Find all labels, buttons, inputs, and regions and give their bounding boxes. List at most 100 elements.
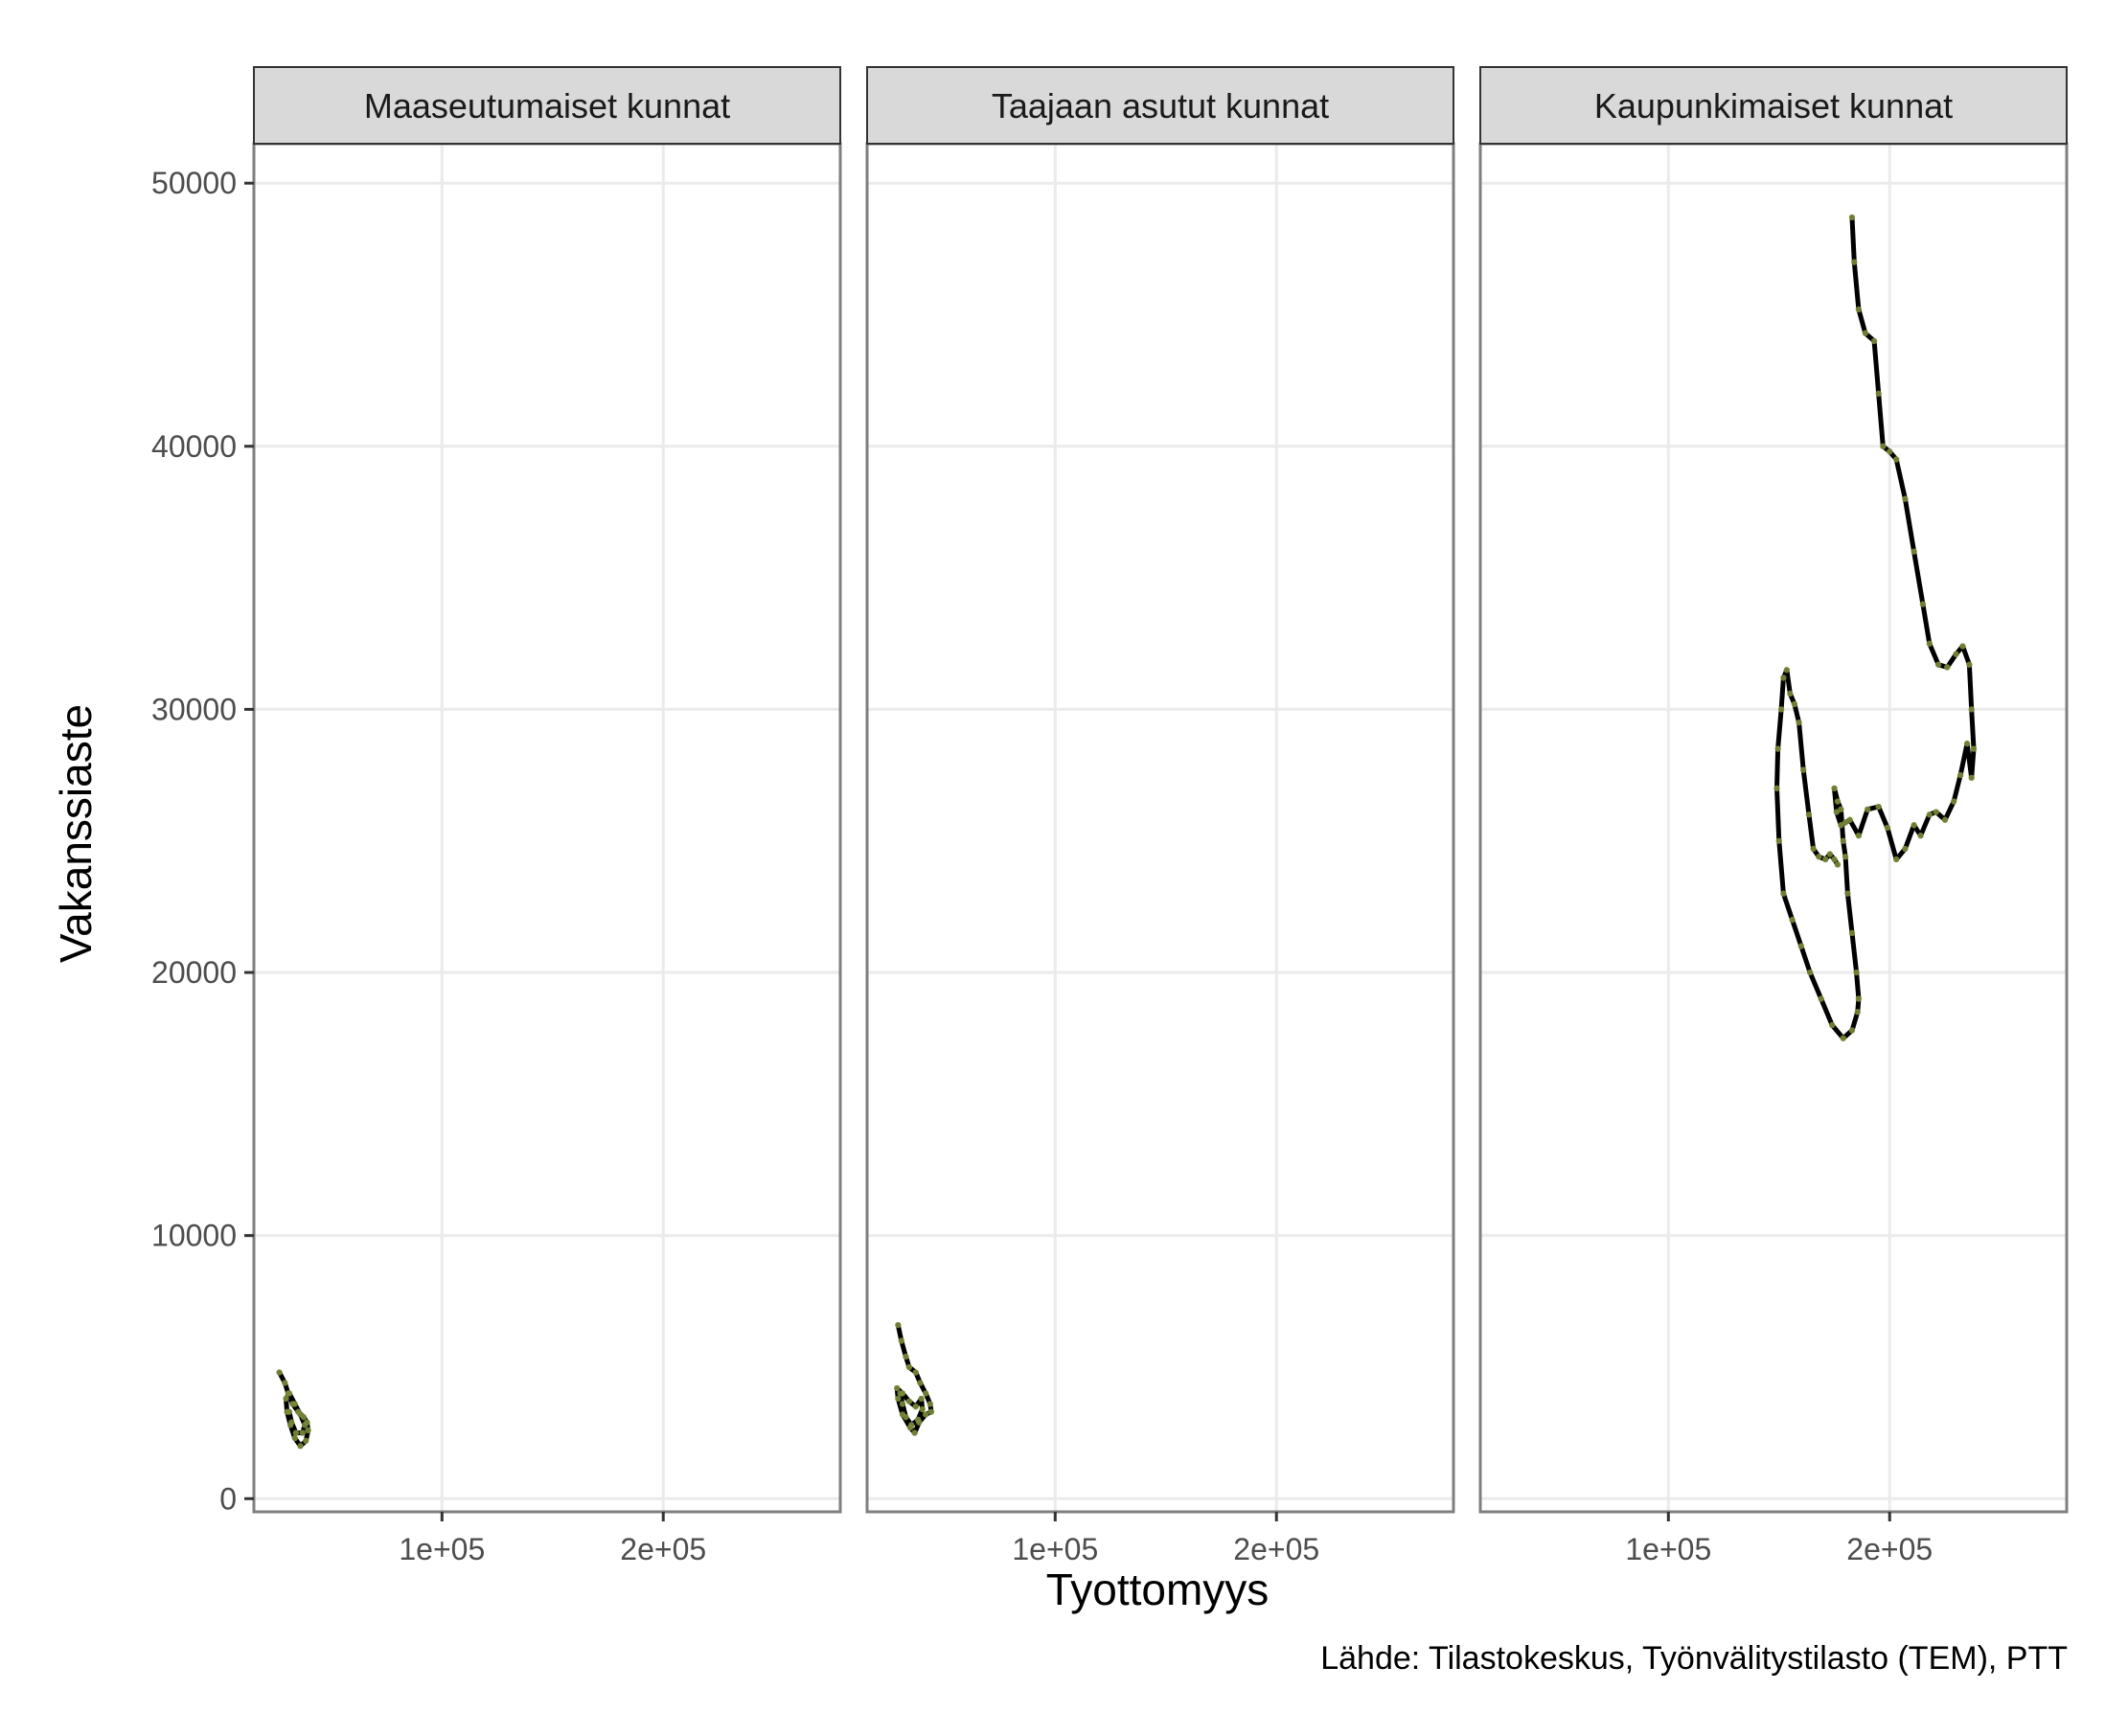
data-point <box>1816 854 1822 860</box>
data-point <box>1902 495 1909 502</box>
data-point <box>286 1408 293 1415</box>
x-tick-label: 2e+05 <box>1846 1532 1933 1566</box>
data-point <box>1911 548 1917 555</box>
x-tick-label: 1e+05 <box>1625 1532 1711 1566</box>
data-point <box>1951 798 1957 805</box>
panel-title: Maaseutumaiset kunnat <box>364 86 730 126</box>
y-tick-label: 50000 <box>151 166 237 200</box>
data-point <box>1919 601 1927 607</box>
data-point <box>1934 661 1942 668</box>
data-point <box>912 1403 920 1410</box>
data-point <box>1773 785 1780 792</box>
data-point <box>1944 664 1951 671</box>
data-point <box>1933 809 1939 815</box>
data-point <box>1834 798 1842 805</box>
series-path <box>277 1370 311 1449</box>
data-point <box>1831 785 1838 792</box>
data-point <box>282 1380 288 1386</box>
data-point <box>297 1443 304 1450</box>
data-point <box>1892 456 1900 463</box>
data-point <box>1855 833 1863 839</box>
data-point <box>1862 330 1869 336</box>
data-point <box>1926 640 1934 647</box>
data-point <box>1834 861 1842 868</box>
data-point <box>1840 1035 1846 1041</box>
data-point <box>1875 803 1882 811</box>
data-point <box>1880 443 1887 450</box>
data-point <box>1968 774 1975 782</box>
data-point <box>905 1363 913 1371</box>
data-point <box>305 1427 311 1434</box>
y-tick-label: 40000 <box>151 429 237 464</box>
data-point <box>283 1395 289 1403</box>
y-tick-label: 10000 <box>151 1219 237 1253</box>
y-axis: 0 10000 20000 30000 40000 50000 <box>151 166 254 1516</box>
data-point <box>1963 740 1971 747</box>
y-tick-label: 20000 <box>151 955 237 990</box>
data-point <box>923 1411 929 1418</box>
data-point <box>1838 822 1844 829</box>
data-point <box>1799 766 1807 773</box>
data-point <box>1851 259 1858 265</box>
data-point <box>1842 854 1849 860</box>
panel-title: Kaupunkimaiset kunnat <box>1594 86 1953 126</box>
y-axis-title: Vakanssiaste <box>51 704 101 963</box>
data-point <box>292 1429 300 1436</box>
data-point <box>1970 745 1978 752</box>
data-point <box>1864 806 1871 812</box>
data-point <box>291 1401 298 1407</box>
data-point <box>927 1408 935 1415</box>
data-point <box>1887 448 1893 455</box>
data-point <box>1941 816 1949 823</box>
data-point <box>898 1337 904 1344</box>
data-point <box>1777 706 1785 713</box>
data-point <box>1806 969 1814 976</box>
data-point <box>907 1422 915 1428</box>
data-point <box>1926 811 1934 818</box>
y-tick-label: 30000 <box>151 692 237 726</box>
data-point <box>1892 856 1900 863</box>
data-point <box>303 1437 309 1445</box>
panel-3: Kaupunkimaiset kunnat 1e+05 2e+05 <box>1478 66 2069 1566</box>
data-point <box>927 1401 934 1407</box>
data-point <box>1854 1009 1861 1016</box>
y-tick-label: 0 <box>219 1481 237 1516</box>
data-point <box>1840 837 1846 844</box>
data-point <box>1774 745 1781 752</box>
data-point <box>1818 995 1824 1002</box>
data-point <box>918 1395 925 1403</box>
panel-strip <box>1479 66 2068 145</box>
data-point <box>291 1434 298 1442</box>
data-point <box>1789 916 1796 924</box>
data-point <box>919 1405 926 1413</box>
data-point <box>1780 890 1787 897</box>
data-point <box>1848 214 1856 221</box>
data-point <box>1829 1021 1836 1029</box>
data-point <box>1853 969 1860 976</box>
data-point <box>1838 806 1844 812</box>
data-point <box>1787 690 1794 697</box>
caption: Lähde: Tilastokeskus, Työnvälitystilasto… <box>1320 1640 2068 1677</box>
data-point <box>288 1419 295 1426</box>
data-point <box>1842 819 1849 826</box>
data-point <box>1917 833 1924 839</box>
data-point <box>923 1390 929 1397</box>
x-tick-label: 2e+05 <box>1233 1532 1319 1566</box>
data-point <box>1805 811 1813 818</box>
data-point <box>903 1353 909 1360</box>
data-point <box>897 1390 904 1397</box>
data-point <box>1968 706 1975 713</box>
panel-1: Maaseutumaiset kunnat 1e+05 2e+05 <box>252 66 842 1566</box>
data-point <box>899 1401 906 1407</box>
data-point <box>1902 845 1909 853</box>
x-tick-label: 2e+05 <box>620 1532 706 1566</box>
plot-background <box>867 144 1453 1512</box>
x-tick-label: 1e+05 <box>399 1532 485 1566</box>
data-point <box>1846 816 1853 823</box>
data-point <box>905 1398 913 1405</box>
data-point <box>297 1411 304 1418</box>
data-point <box>276 1369 283 1376</box>
data-point <box>1966 661 1973 668</box>
